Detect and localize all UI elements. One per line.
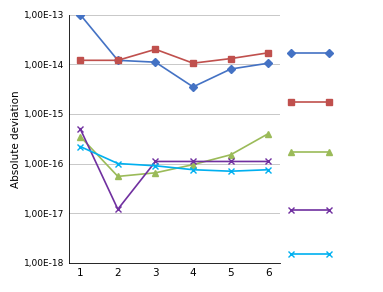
Y-axis label: Absolute deviation: Absolute deviation bbox=[11, 90, 21, 187]
Line: s2: s2 bbox=[77, 46, 271, 66]
s1 bbox=[116, 59, 120, 62]
s2 bbox=[153, 48, 158, 51]
s4 bbox=[228, 160, 233, 163]
s3 bbox=[266, 132, 271, 135]
s3 bbox=[78, 135, 82, 138]
s2 bbox=[228, 57, 233, 60]
s5 bbox=[153, 164, 158, 168]
s5 bbox=[191, 168, 195, 171]
Line: s4: s4 bbox=[77, 126, 271, 212]
s3 bbox=[153, 171, 158, 175]
s2 bbox=[116, 59, 120, 62]
s2 bbox=[78, 59, 82, 62]
s1 bbox=[266, 61, 271, 65]
s1 bbox=[191, 85, 195, 89]
s3 bbox=[191, 163, 195, 166]
s1 bbox=[228, 67, 233, 71]
s3 bbox=[228, 153, 233, 157]
Line: s1: s1 bbox=[77, 12, 271, 90]
s3 bbox=[116, 175, 120, 178]
s5 bbox=[78, 145, 82, 148]
s4 bbox=[153, 160, 158, 163]
s5 bbox=[228, 169, 233, 173]
s2 bbox=[266, 51, 271, 55]
s5 bbox=[116, 162, 120, 165]
s4 bbox=[266, 160, 271, 163]
s1 bbox=[153, 60, 158, 64]
s1 bbox=[78, 13, 82, 16]
s4 bbox=[116, 208, 120, 211]
s4 bbox=[78, 127, 82, 131]
Line: s5: s5 bbox=[77, 144, 271, 174]
s2 bbox=[191, 61, 195, 65]
Line: s3: s3 bbox=[77, 131, 271, 179]
s5 bbox=[266, 168, 271, 171]
s4 bbox=[191, 160, 195, 163]
